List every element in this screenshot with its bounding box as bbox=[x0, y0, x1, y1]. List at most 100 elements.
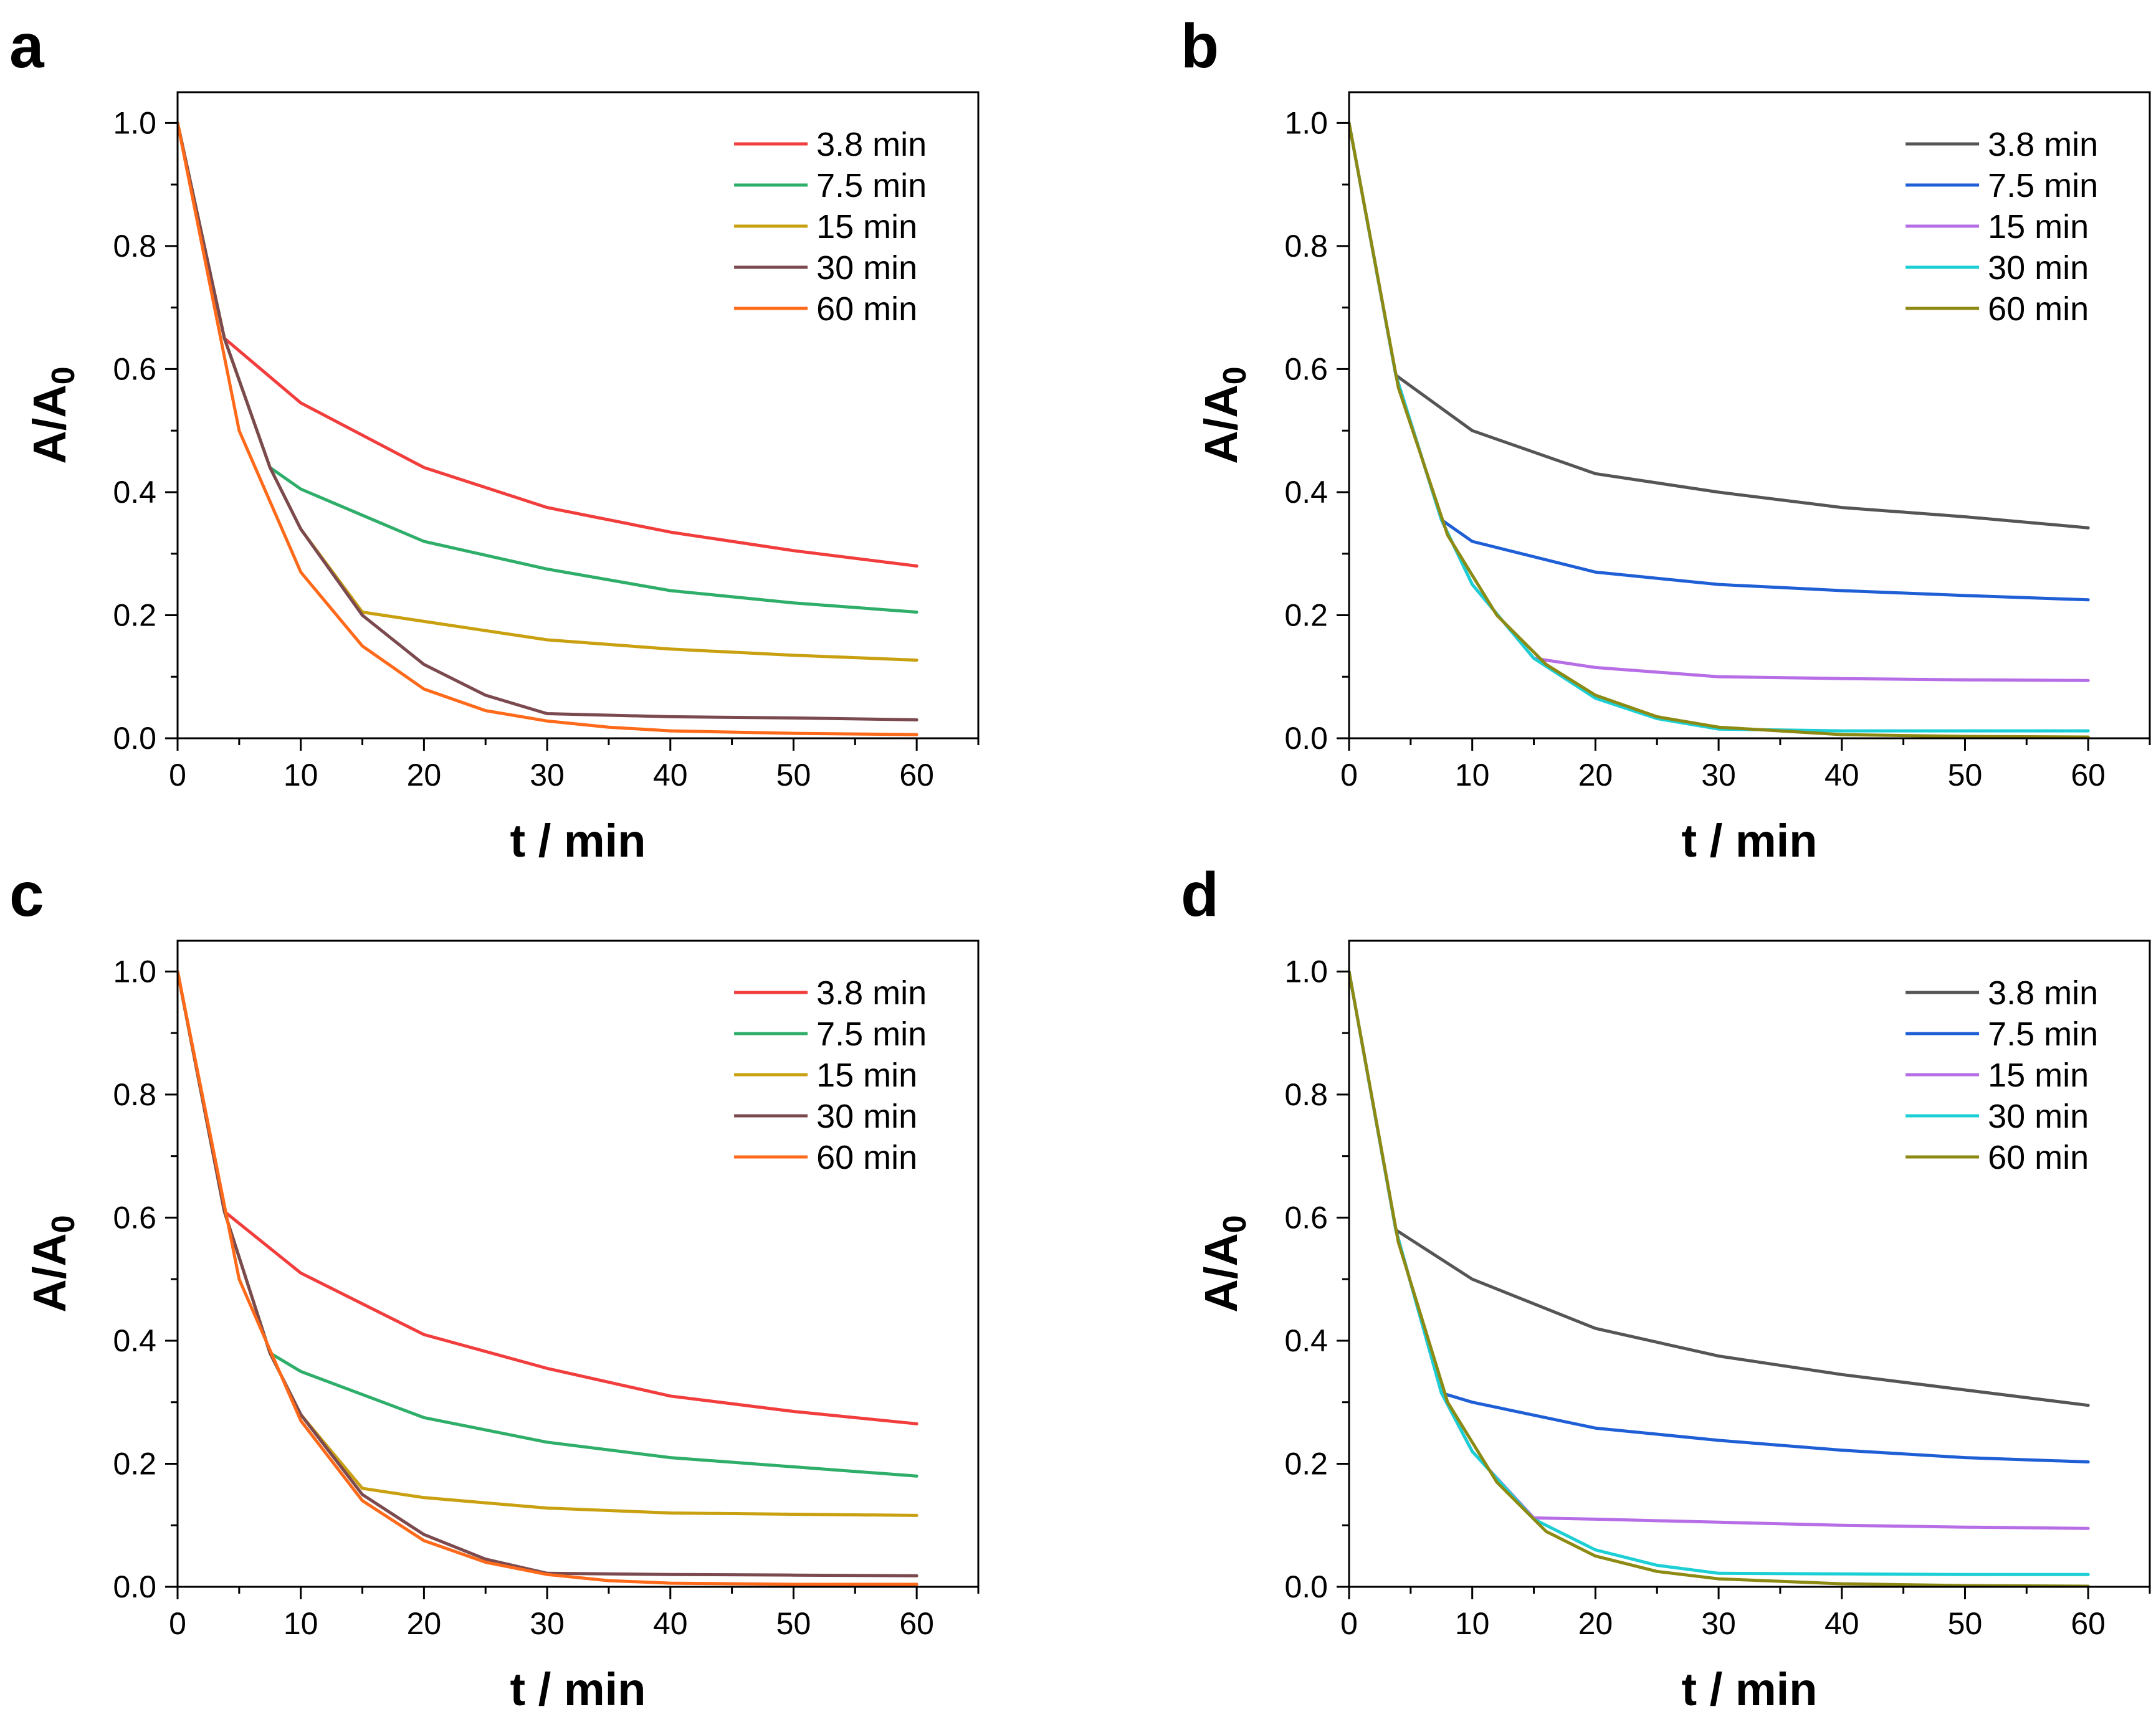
x-tick-label: 10 bbox=[284, 758, 318, 792]
x-tick-label: 60 bbox=[899, 758, 934, 792]
x-tick-label: 10 bbox=[284, 1606, 318, 1641]
y-tick-label: 1.0 bbox=[1284, 954, 1328, 989]
x-tick-label: 60 bbox=[899, 1606, 934, 1641]
x-tick-label: 50 bbox=[776, 1606, 811, 1641]
y-tick-label: 0.8 bbox=[113, 229, 156, 264]
x-tick-label: 50 bbox=[1948, 758, 1983, 792]
y-tick-label: 0.2 bbox=[1284, 1446, 1328, 1481]
panel-c: c 0 10 20 30 40 50 60 0.0 0.2 0.4 0.6 0.8 1.0 t / min A… bbox=[9, 860, 980, 1715]
legend-label: 60 min bbox=[816, 1139, 917, 1176]
series-line-3-8-min bbox=[1349, 121, 2090, 530]
legend-label: 3.8 min bbox=[816, 974, 927, 1012]
series-line-7-5-min bbox=[178, 121, 918, 614]
panel-letter: a bbox=[9, 11, 45, 81]
series-line-30-min bbox=[178, 121, 918, 721]
legend-label: 30 min bbox=[816, 1098, 917, 1135]
series-group bbox=[178, 969, 918, 1586]
y-axis-title: A/A0 bbox=[1195, 1215, 1253, 1312]
y-tick-label: 0.8 bbox=[113, 1077, 156, 1112]
x-axis-title: t / min bbox=[510, 815, 646, 867]
x-axis-title: t / min bbox=[1682, 815, 1818, 867]
legend-label: 15 min bbox=[816, 208, 917, 245]
y-axis-title: A/A0 bbox=[24, 1215, 82, 1312]
x-tick-label: 40 bbox=[1824, 1606, 1859, 1641]
series-line-30-min bbox=[178, 969, 918, 1577]
x-tick-label: 20 bbox=[1578, 758, 1613, 792]
y-tick-label: 0.0 bbox=[113, 721, 156, 756]
series-line-60-min bbox=[178, 969, 918, 1586]
y-tick-label: 0.2 bbox=[113, 597, 156, 632]
series-line-15-min bbox=[178, 969, 918, 1517]
panel-letter: b bbox=[1181, 11, 1219, 81]
y-tick-label: 0.6 bbox=[1284, 1200, 1328, 1235]
y-axis-title-subscript: 0 bbox=[1217, 1215, 1253, 1233]
y-axis-title-main: A/A bbox=[1195, 1233, 1247, 1312]
y-axis-title-subscript: 0 bbox=[1217, 366, 1253, 384]
y-tick-label: 0.2 bbox=[113, 1446, 156, 1481]
legend-label: 7.5 min bbox=[1988, 167, 2098, 204]
y-tick-label: 0.6 bbox=[1284, 351, 1328, 386]
series-line-60-min bbox=[1349, 969, 2090, 1587]
legend-label: 30 min bbox=[1988, 1098, 2089, 1135]
series-line-7-5-min bbox=[1349, 121, 2090, 602]
y-tick-label: 0.4 bbox=[1284, 1323, 1328, 1358]
x-tick-label: 30 bbox=[530, 1606, 565, 1641]
series-line-3-8-min bbox=[1349, 969, 2090, 1407]
y-tick-label: 1.0 bbox=[113, 105, 156, 140]
y-tick-label: 0.6 bbox=[113, 1200, 156, 1235]
x-tick-label: 0 bbox=[1340, 758, 1358, 792]
y-tick-label: 1.0 bbox=[113, 954, 156, 989]
x-tick-label: 30 bbox=[1701, 758, 1736, 792]
x-tick-label: 40 bbox=[653, 758, 688, 792]
plot-frame bbox=[1348, 940, 2151, 1588]
x-tick-label: 50 bbox=[776, 758, 811, 792]
x-tick-label: 30 bbox=[1701, 1606, 1736, 1641]
series-line-30-min bbox=[1349, 121, 2090, 733]
y-tick-label: 0.6 bbox=[113, 351, 156, 386]
legend-label: 15 min bbox=[1988, 208, 2089, 245]
x-axis-title: t / min bbox=[1682, 1663, 1818, 1715]
series-group bbox=[1349, 121, 2090, 738]
x-tick-label: 30 bbox=[530, 758, 565, 792]
plot-frame bbox=[176, 940, 980, 1588]
series-line-7-5-min bbox=[178, 969, 918, 1478]
x-tick-label: 10 bbox=[1455, 758, 1490, 792]
panel-letter: d bbox=[1181, 860, 1219, 930]
legend-label: 60 min bbox=[816, 290, 917, 328]
plot-frame bbox=[1348, 91, 2151, 740]
y-tick-label: 0.8 bbox=[1284, 229, 1328, 264]
panel-a: a 0 10 20 30 40 50 60 0.0 0.2 0.4 0.6 0.8 1.0 t / min A… bbox=[9, 11, 980, 867]
x-tick-label: 20 bbox=[1578, 1606, 1613, 1641]
legend-label: 3.8 min bbox=[816, 126, 927, 163]
x-tick-label: 10 bbox=[1455, 1606, 1490, 1641]
panel-b: b 0 10 20 30 40 50 60 0.0 0.2 0.4 0.6 0.8 1.0 t / min A… bbox=[1181, 11, 2151, 867]
legend-label: 7.5 min bbox=[1988, 1016, 2098, 1053]
y-tick-label: 0.0 bbox=[113, 1569, 156, 1604]
legend-label: 7.5 min bbox=[816, 167, 927, 204]
x-axis-title: t / min bbox=[510, 1663, 646, 1715]
legend-label: 30 min bbox=[816, 249, 917, 287]
legend-label: 60 min bbox=[1988, 1139, 2089, 1176]
y-axis-title: A/A0 bbox=[1195, 366, 1253, 464]
series-line-3-8-min bbox=[178, 121, 918, 568]
x-tick-label: 0 bbox=[1340, 1606, 1358, 1641]
y-axis-title: A/A0 bbox=[24, 366, 82, 464]
series-group bbox=[1349, 969, 2090, 1587]
y-axis-title-main: A/A bbox=[1195, 384, 1247, 464]
legend-label: 15 min bbox=[816, 1057, 917, 1094]
x-tick-label: 20 bbox=[407, 758, 442, 792]
x-tick-label: 40 bbox=[1824, 758, 1859, 792]
x-tick-label: 40 bbox=[653, 1606, 688, 1641]
y-tick-label: 0.0 bbox=[1284, 721, 1328, 756]
y-axis-title-subscript: 0 bbox=[45, 366, 82, 384]
x-tick-label: 20 bbox=[407, 1606, 442, 1641]
y-axis-title-subscript: 0 bbox=[45, 1215, 82, 1233]
legend-label: 7.5 min bbox=[816, 1016, 927, 1053]
series-line-15-min bbox=[1349, 969, 2090, 1530]
x-tick-label: 0 bbox=[169, 1606, 186, 1641]
series-line-30-min bbox=[1349, 969, 2090, 1576]
x-tick-label: 60 bbox=[2071, 1606, 2106, 1641]
y-tick-label: 0.4 bbox=[113, 475, 156, 510]
legend-label: 15 min bbox=[1988, 1057, 2089, 1094]
